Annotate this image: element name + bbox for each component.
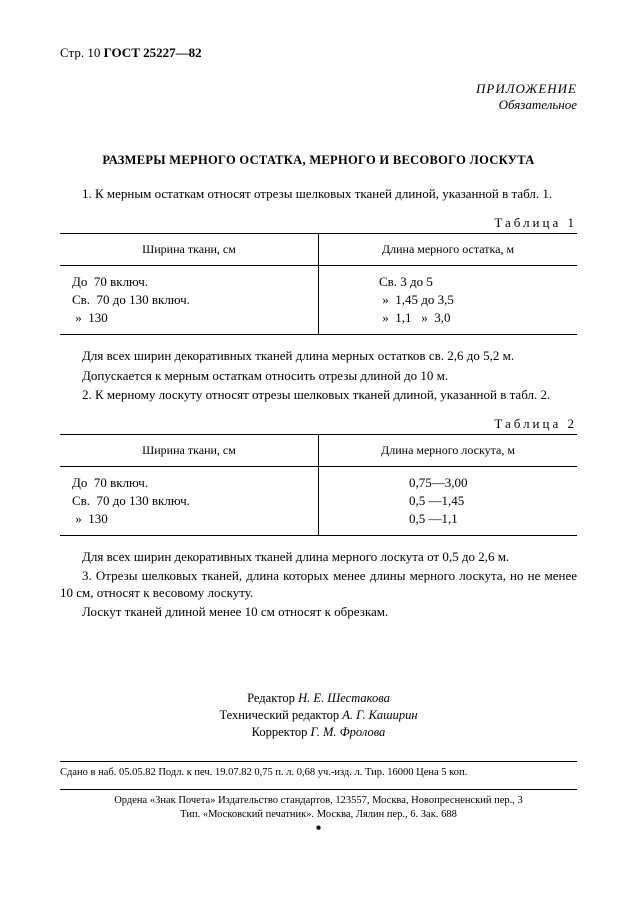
appendix-title: ПРИЛОЖЕНИЕ: [60, 81, 577, 97]
table1-caption: Таблица 1: [60, 215, 577, 231]
t2-col1: Ширина ткани, см: [60, 435, 319, 467]
divider-2: [60, 789, 577, 790]
table-row: До 70 включ. 0,75—3,00: [60, 467, 577, 493]
para-2: Для всех ширин декоративных тканей длина…: [60, 348, 577, 364]
t1r3c2: » 1,1 » 3,0: [319, 309, 578, 335]
table-row: До 70 включ. Св. 3 до 5: [60, 266, 577, 292]
t1r1c1: До 70 включ.: [60, 266, 319, 292]
ed1-name: Н. Е. Шестакова: [298, 691, 390, 705]
t1-col1: Ширина ткани, см: [60, 234, 319, 266]
imprint-2: Ордена «Знак Почета» Издательство станда…: [60, 794, 577, 808]
para-1: 1. К мерным остаткам относят отрезы шелк…: [60, 186, 577, 202]
para-3: Допускается к мерным остаткам относить о…: [60, 368, 577, 384]
t2r2c2: 0,5 —1,45: [319, 492, 578, 510]
para-6: 3. Отрезы шелковых тканей, длина которых…: [60, 568, 577, 601]
editors-block: Редактор Н. Е. Шестакова Технический ред…: [60, 690, 577, 741]
table-2: Ширина ткани, см Длина мерного лоскута, …: [60, 434, 577, 536]
page-header: Стр. 10 ГОСТ 25227—82: [60, 45, 577, 61]
t1r2c2: » 1,45 до 3,5: [319, 291, 578, 309]
gost-code: ГОСТ 25227—82: [104, 45, 202, 60]
t2r3c2: 0,5 —1,1: [319, 510, 578, 536]
divider-1: [60, 761, 577, 762]
ed2-role: Технический редактор: [219, 708, 342, 722]
ed3-name: Г. М. Фролова: [311, 725, 386, 739]
para-4: 2. К мерному лоскуту относят отрезы шелк…: [60, 387, 577, 403]
t2r2c1: Св. 70 до 130 включ.: [60, 492, 319, 510]
ed3-role: Корректор: [252, 725, 311, 739]
t2r1c1: До 70 включ.: [60, 467, 319, 493]
table-row: Св. 70 до 130 включ. 0,5 —1,45: [60, 492, 577, 510]
section-title: РАЗМЕРЫ МЕРНОГО ОСТАТКА, МЕРНОГО И ВЕСОВ…: [60, 153, 577, 168]
t1r1c2: Св. 3 до 5: [319, 266, 578, 292]
t2r3c1: » 130: [60, 510, 319, 536]
para-7: Лоскут тканей длиной менее 10 см относят…: [60, 604, 577, 620]
appendix-block: ПРИЛОЖЕНИЕ Обязательное: [60, 81, 577, 113]
para-5: Для всех ширин декоративных тканей длина…: [60, 549, 577, 565]
t1-col2: Длина мерного остатка, м: [319, 234, 578, 266]
table-1: Ширина ткани, см Длина мерного остатка, …: [60, 233, 577, 335]
imprint-1: Сдано в наб. 05.05.82 Подл. к печ. 19.07…: [60, 766, 577, 780]
table-row: » 130 » 1,1 » 3,0: [60, 309, 577, 335]
page-num: Стр. 10: [60, 45, 100, 60]
appendix-mandatory: Обязательное: [60, 97, 577, 113]
t1r3c1: » 130: [60, 309, 319, 335]
ed1-role: Редактор: [247, 691, 298, 705]
table-row: Св. 70 до 130 включ. » 1,45 до 3,5: [60, 291, 577, 309]
t2r1c2: 0,75—3,00: [319, 467, 578, 493]
t2-col2: Длина мерного лоскута, м: [319, 435, 578, 467]
t1r2c1: Св. 70 до 130 включ.: [60, 291, 319, 309]
table-row: » 130 0,5 —1,1: [60, 510, 577, 536]
table2-caption: Таблица 2: [60, 416, 577, 432]
ed2-name: А. Г. Каширин: [342, 708, 417, 722]
